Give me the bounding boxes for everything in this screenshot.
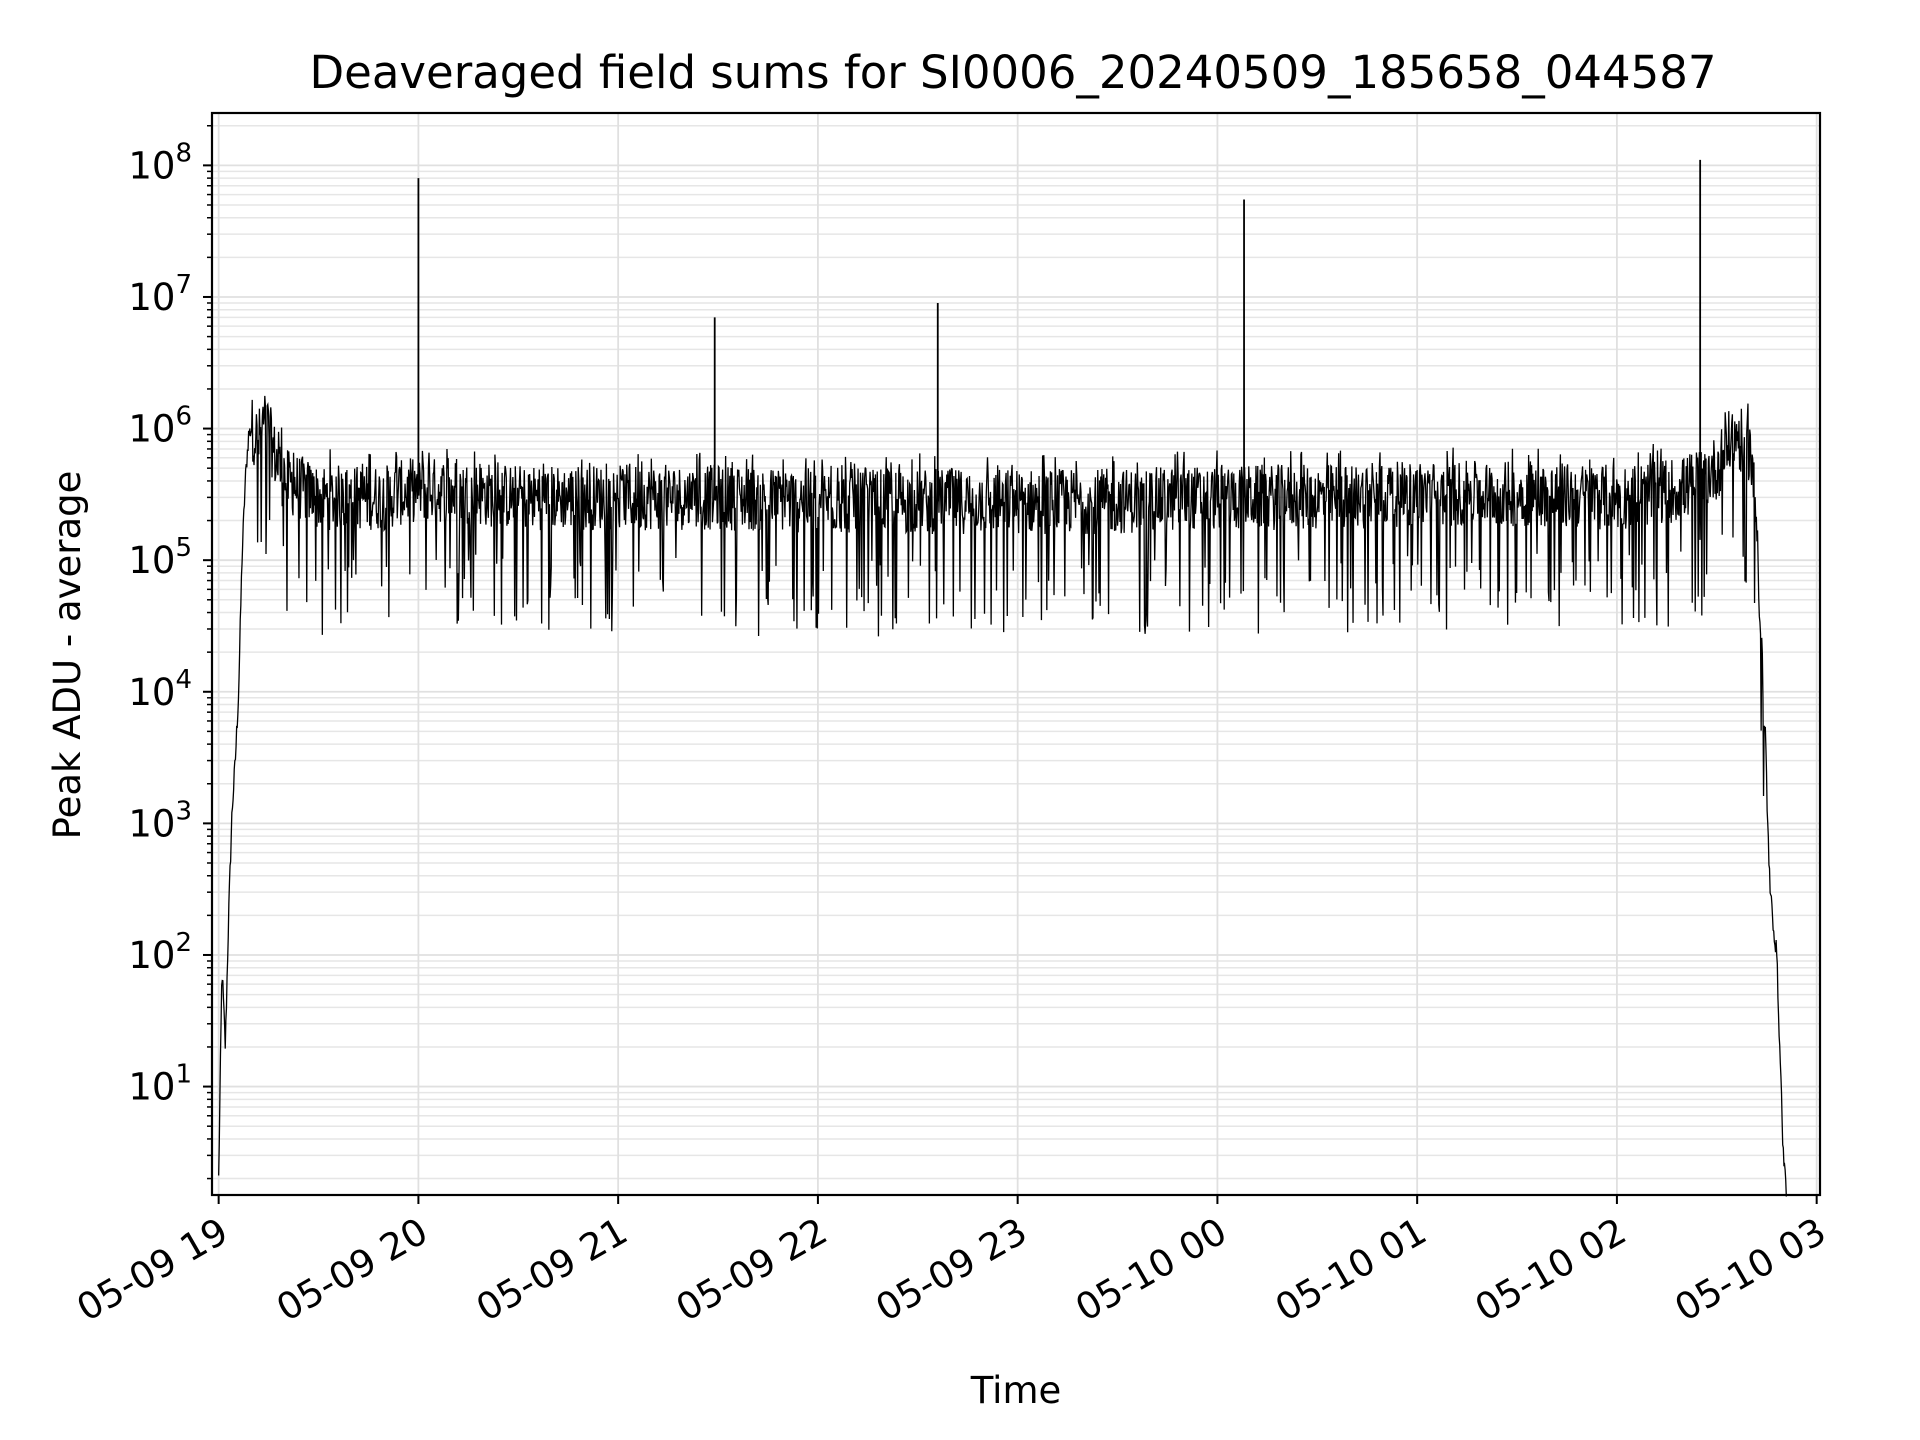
chart-title: Deaveraged field sums for SI0006_2024050… (309, 46, 1716, 99)
y-tick-label: 107 (128, 270, 192, 319)
y-tick-label: 108 (128, 138, 192, 187)
y-tick-label: 106 (128, 402, 192, 451)
y-tick-label: 105 (128, 533, 192, 582)
series-line (218, 395, 1787, 1197)
plot-frame (210, 111, 1822, 1197)
y-tick-label: 104 (128, 665, 192, 714)
y-axis-ticks: 101 102 103 104 105 106 107 108 (128, 125, 212, 1180)
data-series (218, 159, 1787, 1197)
y-tick-label: 101 (128, 1060, 192, 1109)
grid-lines (212, 113, 1820, 1195)
y-tick-label: 102 (128, 928, 192, 977)
x-axis-label: Time (970, 1369, 1062, 1412)
y-tick-label: 103 (128, 796, 192, 845)
y-axis-label: Peak ADU - average (46, 471, 89, 840)
